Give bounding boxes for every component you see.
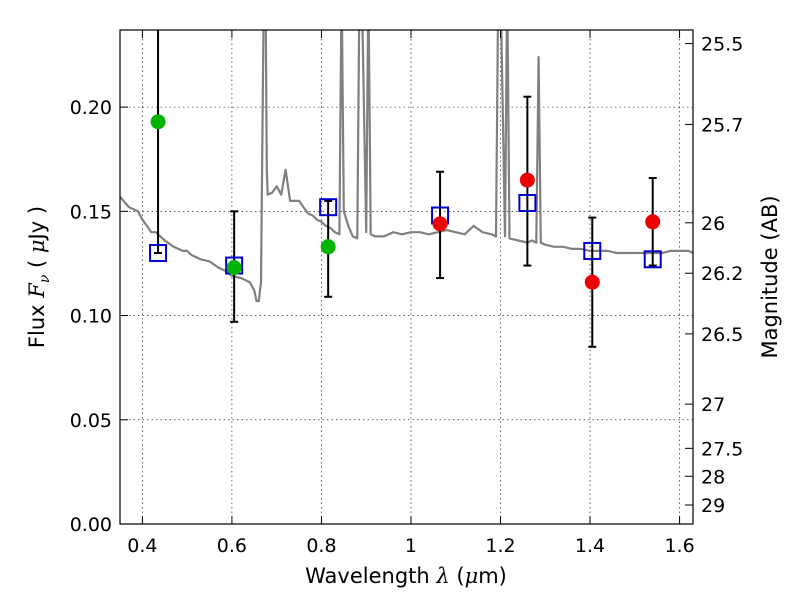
model-photometry-square	[583, 241, 602, 260]
model-photometry-square	[149, 244, 168, 263]
ticks: 0.4 0.6 0.8 1 1.2 1.4 1.6 0.00 0.05 0.10 0.15 0.20 2…	[70, 30, 743, 557]
x-tick-label: 1.2	[485, 535, 515, 557]
observed-flux-point	[432, 216, 448, 232]
model-photometry-square	[643, 250, 662, 269]
x-tick-label: 1	[405, 535, 417, 557]
y-tick-label: 0.05	[70, 410, 112, 432]
observed-flux-point	[584, 274, 600, 290]
y-right-tick-label: 26	[701, 213, 725, 235]
y-tick-label: 0.20	[70, 97, 112, 119]
y-axis-label: Flux Fν ( μJy )	[25, 206, 53, 348]
x-tick-label: 0.6	[217, 535, 247, 557]
observed-flux-point	[150, 114, 166, 130]
y-right-tick-label: 27	[701, 394, 725, 416]
x-axis-label: Wavelength λ (μm)	[305, 564, 507, 588]
observed-flux-point	[320, 239, 336, 255]
observed-flux-point	[519, 172, 535, 188]
y-right-tick-label: 27.5	[701, 438, 743, 460]
y-tick-label: 0.10	[70, 306, 112, 328]
y-tick-label: 0.15	[70, 201, 112, 223]
x-tick-label: 1.4	[575, 535, 605, 557]
y-right-tick-label: 25.7	[701, 114, 743, 136]
y-axis-right-label: Magnitude (AB)	[758, 195, 782, 358]
x-tick-label: 1.6	[664, 535, 694, 557]
y-tick-label: 0.00	[70, 514, 112, 536]
plot-area	[120, 30, 693, 524]
x-axis-label-text: Wavelength	[305, 564, 436, 588]
plot-frame	[119, 29, 694, 525]
model-photometry-square	[518, 194, 537, 213]
y-right-tick-label: 29	[701, 495, 725, 517]
y-right-tick-label: 26.5	[701, 324, 743, 346]
x-tick-label: 0.4	[127, 535, 157, 557]
y-right-tick-label: 25.5	[701, 34, 743, 56]
x-tick-label: 0.8	[306, 535, 336, 557]
model-photometry-square	[319, 198, 338, 217]
observed-flux-point	[226, 260, 242, 276]
observed-flux-point	[645, 214, 661, 230]
markers	[149, 114, 662, 290]
y-right-tick-label: 26.2	[701, 263, 743, 285]
grid	[120, 30, 693, 525]
y-right-tick-label: 28	[701, 466, 725, 488]
